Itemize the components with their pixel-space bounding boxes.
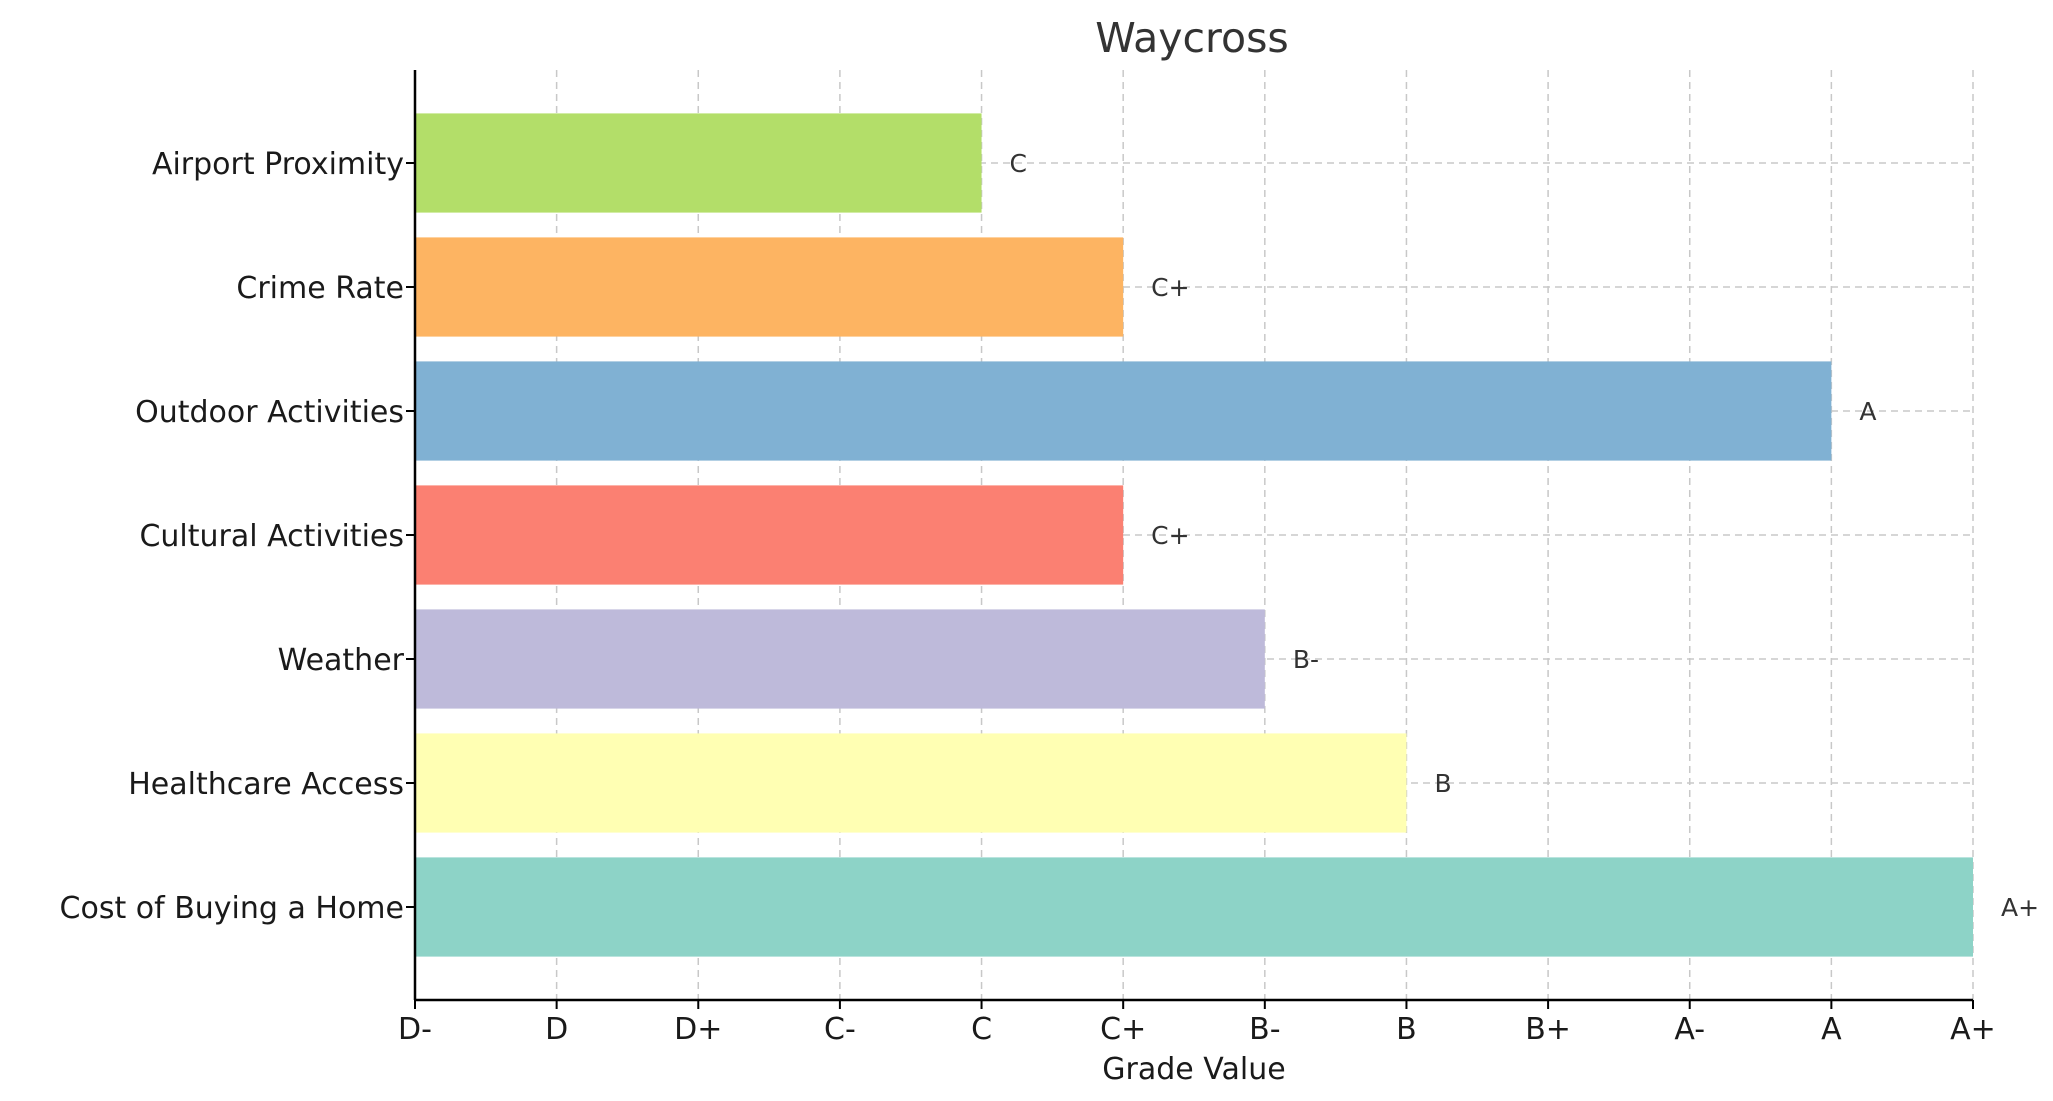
bar-value-labels: A+ B B- C+ A C+ C bbox=[1010, 149, 2040, 922]
chart-title: Waycross bbox=[1095, 14, 1289, 62]
x-tick-label: B bbox=[1396, 1012, 1417, 1047]
x-tick-labels: D- D D+ C- C C+ B- B B+ A- A A+ bbox=[398, 1000, 1996, 1047]
bar-value-label: B bbox=[1434, 769, 1451, 798]
y-tick-labels: Cost of Buying a Home Healthcare Access We… bbox=[60, 147, 415, 926]
x-tick-label: C bbox=[971, 1012, 992, 1047]
bar-value-label: C+ bbox=[1151, 521, 1189, 550]
x-tick-label: B+ bbox=[1525, 1012, 1571, 1047]
x-tick-label: D bbox=[545, 1012, 568, 1047]
bar-value-label: A+ bbox=[2001, 893, 2039, 922]
bar bbox=[415, 237, 1124, 337]
bar-value-label: A bbox=[1859, 397, 1876, 426]
x-tick-label: B- bbox=[1249, 1012, 1280, 1047]
bars bbox=[415, 113, 1973, 957]
bar bbox=[415, 609, 1265, 709]
x-tick-label: A bbox=[1821, 1012, 1842, 1047]
bar bbox=[415, 485, 1124, 585]
bar bbox=[415, 733, 1407, 833]
x-tick-label: D+ bbox=[674, 1012, 722, 1047]
y-tick-label: Crime Rate bbox=[236, 271, 404, 306]
bar-value-label: C+ bbox=[1151, 273, 1189, 302]
x-tick-label: C+ bbox=[1100, 1012, 1146, 1047]
y-tick-label: Weather bbox=[278, 643, 405, 678]
x-axis-label: Grade Value bbox=[1102, 1052, 1285, 1087]
y-tick-label: Healthcare Access bbox=[128, 767, 404, 802]
y-tick-label: Outdoor Activities bbox=[135, 395, 404, 430]
bar bbox=[415, 361, 1832, 461]
bar-value-label: B- bbox=[1293, 645, 1319, 674]
x-tick-label: D- bbox=[398, 1012, 432, 1047]
y-tick-label: Airport Proximity bbox=[152, 147, 404, 182]
x-tick-label: C- bbox=[824, 1012, 856, 1047]
x-tick-label: A- bbox=[1674, 1012, 1705, 1047]
bar bbox=[415, 857, 1973, 957]
y-tick-label: Cultural Activities bbox=[139, 519, 404, 554]
y-tick-label: Cost of Buying a Home bbox=[60, 891, 404, 926]
bar bbox=[415, 113, 982, 213]
x-tick-label: A+ bbox=[1950, 1012, 1996, 1047]
bar-value-label: C bbox=[1010, 149, 1027, 178]
